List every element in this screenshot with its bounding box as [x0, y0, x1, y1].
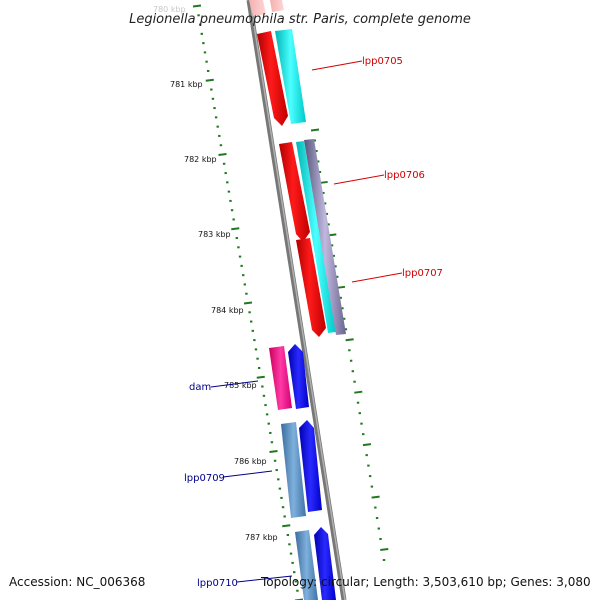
- ruler-label: 781 kbp: [170, 80, 203, 89]
- track-dot: [231, 227, 240, 231]
- ruler-label: 782 kbp: [184, 155, 217, 164]
- gene-feature-lilac[interactable]: [304, 139, 346, 335]
- track-dot: [192, 4, 202, 8]
- track-dot: [205, 78, 214, 82]
- track-dot: [310, 128, 320, 132]
- gene-label-dam[interactable]: dam: [189, 382, 211, 393]
- genome-backbone: [246, 0, 347, 600]
- map-title: Legionella pneumophila str. Paris, compl…: [129, 12, 471, 27]
- track-dot: [362, 443, 372, 447]
- gene-feature-faded: [249, 0, 266, 16]
- gene-label-lpp0706[interactable]: lpp0706: [384, 170, 425, 181]
- leader-line-dam: [210, 380, 259, 388]
- gene-lpp0706[interactable]: [279, 142, 310, 242]
- track-dot: [243, 301, 253, 305]
- gene-label-lpp0707[interactable]: lpp0707: [402, 268, 443, 279]
- gene-feature-faded: [270, 0, 284, 12]
- leader-line-lpp0709: [222, 470, 273, 478]
- gene-feature-blue[interactable]: [288, 344, 309, 409]
- track-dot: [345, 338, 354, 342]
- ruler-tick-track: [192, 4, 304, 600]
- track-dot: [218, 153, 227, 156]
- gene-dam[interactable]: [269, 346, 292, 410]
- ruler-label-faded: 780 kbp: [153, 5, 186, 14]
- gene-lpp0707[interactable]: [296, 238, 326, 337]
- gene-lpp0705[interactable]: [257, 31, 288, 126]
- leader-line-lpp0706: [333, 174, 385, 185]
- gene-feature-cyan-long[interactable]: [296, 141, 336, 333]
- leader-line-lpp0707: [351, 272, 403, 283]
- genome-stats-text: Topology: circular; Length: 3,503,610 bp…: [260, 575, 591, 589]
- gene-lpp0710[interactable]: [295, 530, 318, 600]
- leader-line-lpp0705: [311, 60, 363, 71]
- gene-label-lpp0710[interactable]: lpp0710: [197, 578, 238, 589]
- genome-backbone-highlight: [249, 0, 346, 600]
- track-dot: [380, 548, 389, 552]
- gene-feature-blue[interactable]: [299, 420, 322, 512]
- ruler-label: 785 kbp: [224, 381, 257, 390]
- ruler-label: 783 kbp: [198, 230, 231, 239]
- ruler-label: 787 kbp: [245, 533, 278, 542]
- gene-label-lpp0705[interactable]: lpp0705: [362, 56, 403, 67]
- gene-feature-blue[interactable]: [314, 527, 336, 600]
- track-dot: [371, 495, 380, 499]
- track-dot: [256, 375, 265, 379]
- ruler-label: 784 kbp: [211, 306, 244, 315]
- track-dot: [354, 390, 363, 394]
- gene-feature-cyan[interactable]: [275, 29, 306, 124]
- ruler-label: 786 kbp: [234, 457, 267, 466]
- accession-text: Accession: NC_006368: [9, 575, 145, 589]
- gene-label-lpp0709[interactable]: lpp0709: [184, 473, 225, 484]
- gene-lpp0709[interactable]: [281, 422, 306, 518]
- leader-line-lpp0710: [236, 575, 293, 583]
- track-dot: [269, 450, 278, 453]
- track-dot: [282, 524, 291, 528]
